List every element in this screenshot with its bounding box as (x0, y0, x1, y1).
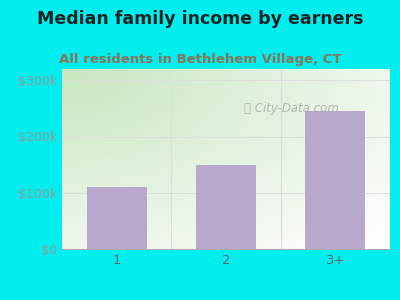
Bar (305, 111, 366, 249)
Text: Median family income by earners: Median family income by earners (37, 11, 363, 28)
Text: Ⓠ City-Data.com: Ⓠ City-Data.com (244, 102, 339, 115)
Bar (196, 165, 256, 249)
Bar (86, 187, 147, 249)
Text: All residents in Bethlehem Village, CT: All residents in Bethlehem Village, CT (59, 52, 341, 65)
